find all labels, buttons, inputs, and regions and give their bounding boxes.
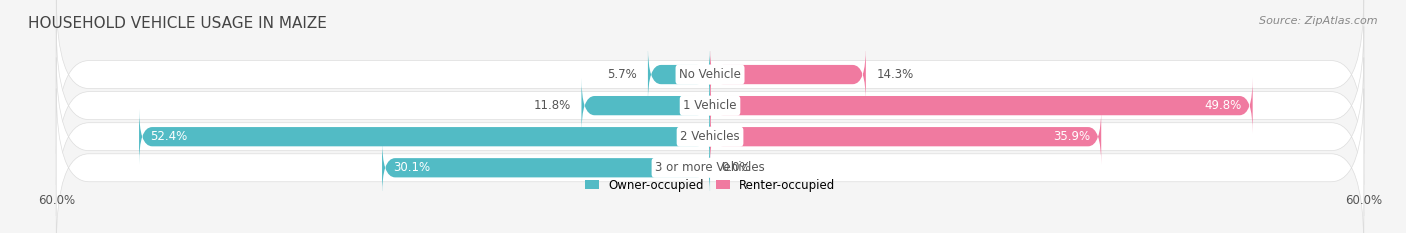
- Text: Source: ZipAtlas.com: Source: ZipAtlas.com: [1260, 16, 1378, 26]
- FancyBboxPatch shape: [56, 89, 1364, 233]
- Text: 0.0%: 0.0%: [721, 161, 751, 174]
- Text: 5.7%: 5.7%: [607, 68, 637, 81]
- Legend: Owner-occupied, Renter-occupied: Owner-occupied, Renter-occupied: [579, 174, 841, 196]
- FancyBboxPatch shape: [710, 47, 866, 102]
- Text: 14.3%: 14.3%: [877, 68, 914, 81]
- FancyBboxPatch shape: [648, 47, 710, 102]
- FancyBboxPatch shape: [56, 0, 1364, 154]
- FancyBboxPatch shape: [582, 78, 710, 133]
- Text: HOUSEHOLD VEHICLE USAGE IN MAIZE: HOUSEHOLD VEHICLE USAGE IN MAIZE: [28, 16, 328, 31]
- Text: 2 Vehicles: 2 Vehicles: [681, 130, 740, 143]
- Text: 11.8%: 11.8%: [533, 99, 571, 112]
- FancyBboxPatch shape: [382, 140, 710, 195]
- Text: 1 Vehicle: 1 Vehicle: [683, 99, 737, 112]
- Text: 30.1%: 30.1%: [392, 161, 430, 174]
- Text: No Vehicle: No Vehicle: [679, 68, 741, 81]
- FancyBboxPatch shape: [56, 26, 1364, 185]
- Text: 49.8%: 49.8%: [1205, 99, 1241, 112]
- Text: 3 or more Vehicles: 3 or more Vehicles: [655, 161, 765, 174]
- FancyBboxPatch shape: [710, 109, 1101, 164]
- Text: 35.9%: 35.9%: [1053, 130, 1090, 143]
- Text: 52.4%: 52.4%: [150, 130, 187, 143]
- FancyBboxPatch shape: [56, 58, 1364, 216]
- FancyBboxPatch shape: [710, 78, 1253, 133]
- FancyBboxPatch shape: [139, 109, 710, 164]
